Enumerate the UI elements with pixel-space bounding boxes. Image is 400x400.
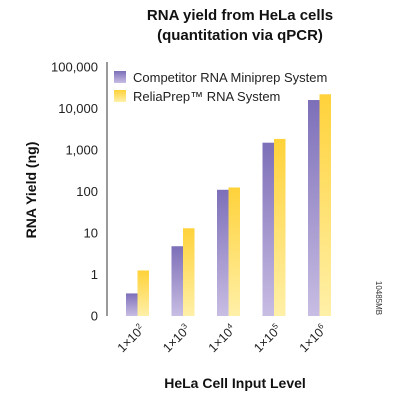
bar-competitor [217,189,229,316]
legend-label-reliaprep: ReliaPrep™ RNA System [133,89,280,104]
y-tick-label: 100 [76,184,98,199]
y-tick-label: 0 [91,309,98,324]
chart-subtitle: (quantitation via qPCR) [157,27,323,44]
bar-competitor [171,246,183,316]
x-axis-title: HeLa Cell Input Level [164,375,306,391]
figure-code: 10485MB [374,281,383,315]
legend-swatch-competitor [114,71,126,83]
x-tick-label: 1×103 [159,321,193,355]
legend-swatch-reliaprep [114,90,126,102]
legend-label-competitor: Competitor RNA Miniprep System [133,70,327,85]
bars [126,94,331,316]
y-axis-title: RNA Yield (ng) [23,142,39,239]
y-tick-label: 10,000 [58,101,98,116]
x-tick-label: 1×102 [114,321,148,355]
y-tick-label: 1 [91,267,98,282]
y-tick-label: 100,000 [51,60,98,75]
y-axis-ticks: 0 1 10 100 1,000 10,000 100,000 [51,60,98,324]
bar-competitor [308,100,320,316]
bar-reliaprep [228,187,240,316]
bar-competitor [126,293,138,316]
y-tick-label: 10 [84,226,98,241]
x-axis-categories: 1×102 1×103 1×104 1×105 1×106 [114,321,330,355]
chart-title: RNA yield from HeLa cells [147,7,333,24]
x-tick-label: 1×105 [250,321,284,355]
bar-reliaprep [319,94,331,316]
bar-reliaprep [137,270,149,316]
x-tick-label: 1×106 [296,321,330,355]
x-tick-label: 1×104 [205,321,239,355]
bar-reliaprep [183,228,195,316]
y-tick-label: 1,000 [65,143,98,158]
legend: Competitor RNA Miniprep System ReliaPrep… [114,70,327,104]
bar-reliaprep [274,138,286,316]
bar-competitor [262,142,274,316]
